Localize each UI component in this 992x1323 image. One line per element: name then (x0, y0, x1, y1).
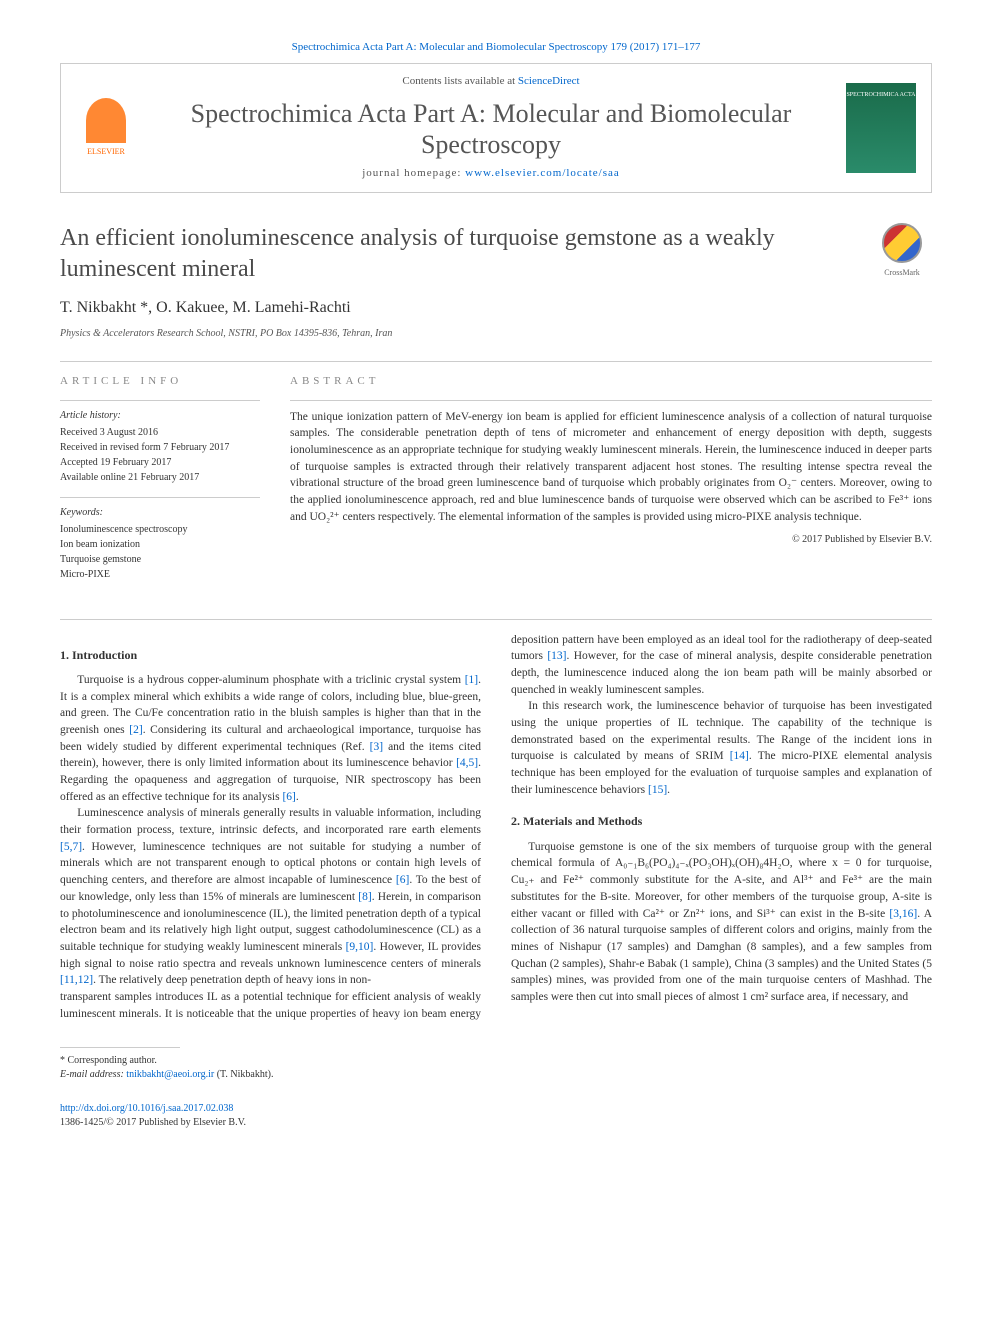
crossmark-icon (882, 223, 922, 263)
homepage-link[interactable]: www.elsevier.com/locate/saa (465, 167, 620, 179)
homepage-prefix: journal homepage: (362, 167, 465, 179)
homepage-line: journal homepage: www.elsevier.com/locat… (151, 166, 831, 181)
elsevier-logo: ELSEVIER (76, 93, 136, 163)
sciencedirect-link[interactable]: ScienceDirect (518, 75, 580, 87)
elsevier-tree-icon (86, 98, 126, 143)
abstract-copyright: © 2017 Published by Elsevier B.V. (290, 533, 932, 547)
ref-link[interactable]: [6] (282, 791, 295, 803)
corresponding-author: * Corresponding author. (60, 1054, 932, 1068)
abstract-text: The unique ionization pattern of MeV-ene… (290, 409, 932, 526)
history-label: Article history: (60, 409, 260, 423)
article-title: An efficient ionoluminescence analysis o… (60, 223, 852, 285)
article-info-heading: ARTICLE INFO (60, 374, 260, 389)
crossmark-badge[interactable]: CrossMark (872, 223, 932, 278)
body-text: 1. Introduction Turquoise is a hydrous c… (60, 632, 932, 1023)
methods-paragraph-1: Turquoise gemstone is one of the six mem… (511, 839, 932, 1006)
ref-link[interactable]: [5,7] (60, 841, 82, 853)
doi-link[interactable]: http://dx.doi.org/10.1016/j.saa.2017.02.… (60, 1103, 233, 1114)
ref-link[interactable]: [2] (129, 724, 142, 736)
abstract-heading: ABSTRACT (290, 374, 932, 389)
email-link[interactable]: tnikbakht@aeoi.org.ir (126, 1069, 214, 1080)
article-info-column: ARTICLE INFO Article history: Received 3… (60, 374, 260, 593)
section-heading-intro: 1. Introduction (60, 647, 481, 664)
abstract-divider (290, 400, 932, 401)
journal-name: Spectrochimica Acta Part A: Molecular an… (151, 98, 831, 160)
article-history: Received 3 August 2016 Received in revis… (60, 425, 260, 485)
doi-block: http://dx.doi.org/10.1016/j.saa.2017.02.… (60, 1102, 932, 1130)
info-divider (60, 400, 260, 401)
intro-paragraph-4: In this research work, the luminescence … (511, 698, 932, 798)
title-row: An efficient ionoluminescence analysis o… (60, 223, 932, 285)
crossmark-label: CrossMark (872, 267, 932, 278)
cover-text: SPECTROCHIMICA ACTA (846, 91, 915, 99)
section-heading-methods: 2. Materials and Methods (511, 813, 932, 830)
divider (60, 361, 932, 362)
ref-link[interactable]: [8] (358, 891, 371, 903)
info-divider (60, 497, 260, 498)
footer-divider (60, 1047, 180, 1048)
intro-paragraph-1: Turquoise is a hydrous copper-aluminum p… (60, 672, 481, 805)
ref-link[interactable]: [14] (730, 750, 749, 762)
email-label: E-mail address: (60, 1069, 126, 1080)
ref-link[interactable]: [9,10] (346, 941, 374, 953)
divider (60, 619, 932, 620)
journal-header: ELSEVIER Contents lists available at Sci… (60, 63, 932, 192)
ref-link[interactable]: [11,12] (60, 974, 93, 986)
authors: T. Nikbakht *, O. Kakuee, M. Lamehi-Rach… (60, 297, 932, 319)
ref-link[interactable]: [4,5] (456, 757, 478, 769)
intro-paragraph-2: Luminescence analysis of minerals genera… (60, 805, 481, 988)
journal-cover-thumbnail: SPECTROCHIMICA ACTA (846, 83, 916, 173)
email-suffix: (T. Nikbakht). (214, 1069, 273, 1080)
ref-link[interactable]: [6] (396, 874, 409, 886)
elsevier-label: ELSEVIER (87, 146, 125, 157)
keywords-label: Keywords: (60, 506, 260, 520)
issn-copyright: 1386-1425/© 2017 Published by Elsevier B… (60, 1117, 246, 1128)
keywords-list: Ionoluminescence spectroscopy Ion beam i… (60, 522, 260, 582)
ref-link[interactable]: [15] (648, 784, 667, 796)
abstract-column: ABSTRACT The unique ionization pattern o… (290, 374, 932, 593)
ref-link[interactable]: [13] (547, 650, 566, 662)
info-abstract-row: ARTICLE INFO Article history: Received 3… (60, 374, 932, 593)
ref-link[interactable]: [3] (370, 741, 383, 753)
journal-reference-top: Spectrochimica Acta Part A: Molecular an… (60, 40, 932, 55)
contents-line: Contents lists available at ScienceDirec… (151, 74, 831, 89)
corresponding-email-line: E-mail address: tnikbakht@aeoi.org.ir (T… (60, 1068, 932, 1082)
ref-link[interactable]: [1] (465, 674, 478, 686)
header-center: Contents lists available at ScienceDirec… (151, 74, 831, 181)
contents-prefix: Contents lists available at (402, 75, 517, 87)
affiliation: Physics & Accelerators Research School, … (60, 327, 932, 341)
footer: * Corresponding author. E-mail address: … (60, 1047, 932, 1130)
ref-link[interactable]: [3,16] (889, 908, 917, 920)
